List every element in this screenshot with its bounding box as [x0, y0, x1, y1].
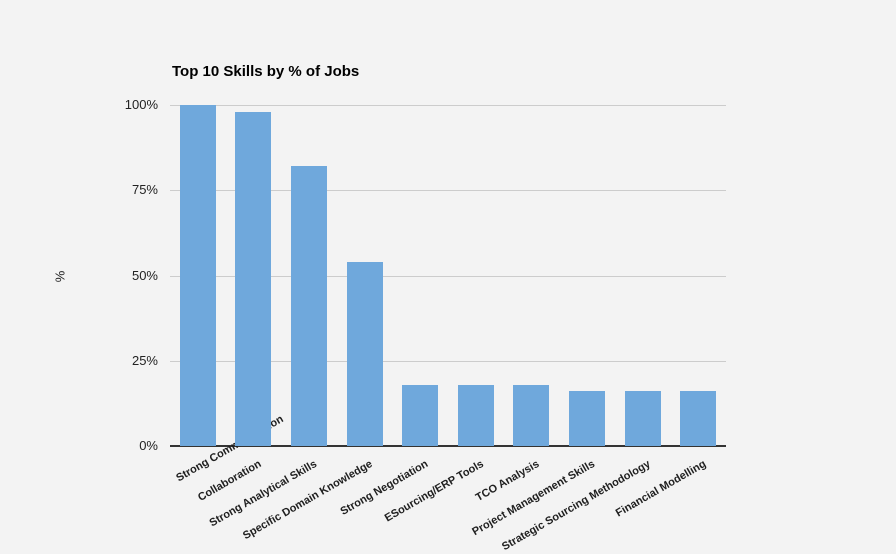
x-tick-label-1: Strong Communication: [174, 413, 286, 485]
gridline-50%: [170, 275, 726, 277]
y-tick-label-50%: 50%: [131, 267, 158, 283]
bar-1: [179, 105, 216, 446]
bar-8: [569, 391, 605, 446]
bar-10: [680, 391, 717, 446]
bar-6: [457, 384, 494, 446]
plot-area: Strong Communication Collaboration Strong …: [170, 105, 726, 553]
bar-4: [346, 261, 383, 446]
y-tick-label-75%: 75%: [131, 182, 158, 198]
bar-3: [291, 166, 327, 446]
gridline-75%: [170, 190, 726, 192]
y-tick-label-25%: 25%: [131, 352, 158, 368]
gridline-25%: [170, 360, 726, 362]
x-tick-label-7: TCO Analysis: [473, 458, 542, 504]
bar-5: [402, 384, 439, 446]
bar-2: [235, 111, 272, 446]
bar-7: [513, 384, 550, 446]
x-axis-line: [170, 445, 726, 447]
gridline-100%: [170, 105, 726, 106]
y-tick-label-100%: 100%: [124, 97, 158, 112]
bar-9: [624, 391, 661, 446]
chart-title: Top 10 Skills by % of Jobs: [172, 63, 360, 80]
y-tick-label-0%: 0%: [139, 438, 158, 453]
